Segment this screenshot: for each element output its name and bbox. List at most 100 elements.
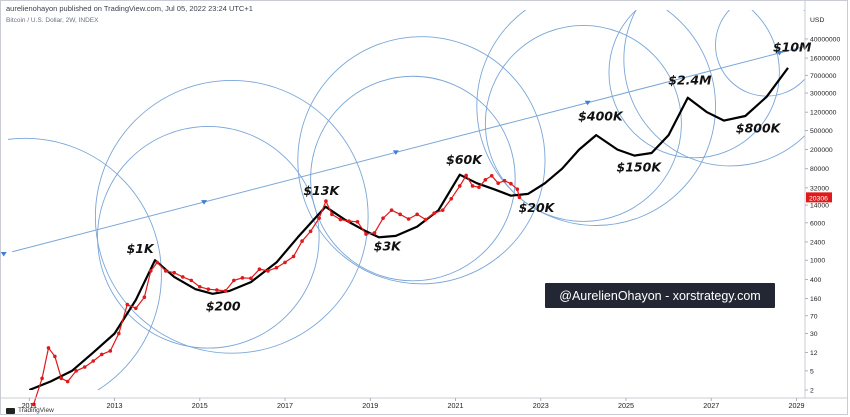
price-point (515, 187, 520, 192)
price-point (283, 260, 287, 265)
price-target-label: $200 (206, 299, 241, 314)
price-point (432, 211, 437, 216)
y-tick-label: 32000 (810, 185, 829, 192)
symbol-line: Bitcoin / U.S. Dollar, 2W, INDEX (6, 17, 99, 24)
publisher-line: aurelienohayon published on TradingView.… (6, 4, 253, 13)
x-tick-label: 2023 (533, 401, 549, 410)
price-point (440, 208, 445, 212)
price-target-label: $1K (127, 241, 155, 256)
price-point (53, 354, 57, 359)
price-point (46, 346, 51, 350)
watermark-banner-text: @AurelienOhayon - xorstrategy.com (559, 289, 760, 303)
cycle-circle (608, 10, 780, 159)
y-tick-label: 500000 (810, 128, 833, 135)
price-point (381, 216, 385, 220)
price-point (40, 376, 44, 381)
x-tick-label: 2011 (22, 401, 37, 410)
price-point (470, 184, 475, 188)
price-point (232, 278, 236, 283)
price-point (398, 212, 402, 217)
y-tick-label: 160 (810, 296, 822, 303)
x-tick-label: 2013 (107, 401, 123, 410)
price-point (172, 270, 177, 275)
price-point (134, 306, 138, 311)
last-price-tag (806, 192, 832, 203)
x-tick-label: 2019 (362, 401, 378, 410)
price-point (74, 369, 78, 373)
price-point (372, 231, 377, 235)
price-point (125, 302, 130, 307)
y-tick-label: 16000000 (810, 56, 840, 63)
price-point (266, 269, 270, 273)
y-tick-label: 12 (810, 350, 818, 357)
price-point (477, 185, 481, 190)
price-point (338, 217, 343, 222)
price-target-label: $400K (578, 109, 624, 124)
price-target-label: $150K (617, 160, 663, 175)
y-tick-label: 1200000 (810, 110, 837, 117)
trend-marker-icon (584, 100, 591, 106)
price-target-label: $800K (736, 121, 782, 136)
trendline (12, 45, 806, 253)
y-tick-label: 1000 (810, 258, 825, 265)
price-point (509, 181, 513, 186)
price-target-label: $2.4M (668, 73, 712, 88)
price-point (117, 331, 121, 336)
y-axis-unit: USD (810, 17, 824, 24)
x-tick-label: 2025 (618, 401, 634, 410)
price-point (347, 219, 351, 223)
price-target-label: $20K (519, 200, 556, 215)
price-point (59, 376, 64, 381)
trend-marker-icon (0, 251, 7, 257)
y-tick-label: 80000 (810, 166, 829, 173)
y-tick-label: 2 (810, 388, 814, 395)
trend-marker-icon (776, 51, 783, 56)
tradingview-footer: TradingView (6, 407, 54, 414)
cycle-circle (310, 75, 516, 282)
price-point (423, 217, 428, 222)
price-point (197, 285, 202, 289)
y-tick-label: 400 (810, 277, 822, 284)
price-point (291, 254, 296, 259)
price-point (82, 365, 87, 369)
trend-marker-icon (392, 150, 399, 155)
circles-layer (8, 10, 805, 390)
price-point (489, 174, 494, 178)
price-point (457, 184, 462, 188)
price-point (142, 295, 147, 300)
price-point (163, 269, 168, 273)
price-point (65, 379, 70, 384)
y-tick-label: 40000000 (810, 36, 840, 43)
price-point (108, 349, 113, 353)
price-point (274, 265, 279, 270)
price-point (496, 181, 500, 185)
price-point (355, 219, 360, 224)
price-target-label: $3K (374, 238, 402, 253)
price-point (31, 402, 36, 407)
price-point (249, 276, 253, 281)
price-target-label: $10M (773, 39, 812, 54)
y-tick-label: 14000 (810, 203, 829, 210)
y-tick-label: 30 (810, 331, 818, 338)
price-point (148, 269, 153, 273)
price-target-label: $60K (446, 152, 483, 167)
price-point (415, 212, 419, 217)
watermark-banner (545, 283, 775, 308)
y-tick-label: 5 (810, 368, 814, 375)
price-point (215, 288, 219, 292)
price-point (99, 352, 104, 357)
price-point (223, 289, 228, 293)
price-point (406, 217, 411, 221)
price-point (189, 278, 194, 283)
price-point (517, 195, 522, 200)
price-point (155, 260, 159, 265)
last-price-label: 20306 (809, 195, 828, 202)
price-point (180, 275, 185, 279)
price-point (91, 359, 96, 363)
price-point (502, 178, 507, 183)
projection-line (28, 67, 789, 390)
x-tick-label: 2027 (703, 401, 719, 410)
cycle-circle (97, 126, 320, 349)
